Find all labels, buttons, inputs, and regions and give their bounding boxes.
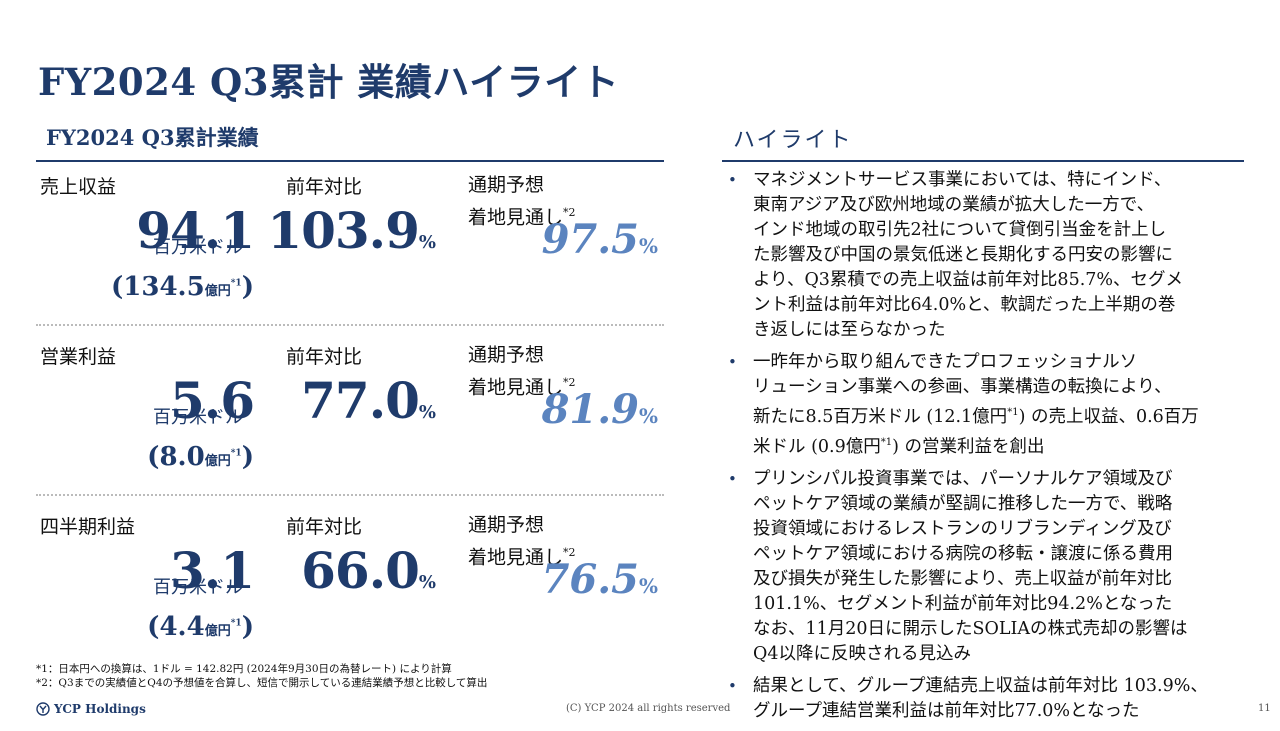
- highlight-item-principal-investment: • プリンシパル投資事業では、パーソナルケア領域及び ペットケア領域の業績が堅調に…: [728, 468, 1188, 664]
- yoy-label: 前年対比: [286, 346, 363, 368]
- bullet-marker: •: [728, 469, 737, 488]
- yoy-label: 前年対比: [286, 516, 363, 538]
- bullet-marker: •: [728, 353, 737, 371]
- company-logo: YCP Holdings: [36, 702, 146, 716]
- results-heading-rule: [36, 160, 664, 162]
- highlights-heading: ハイライト: [733, 128, 853, 153]
- metric-yen-value: (4.4億円*1): [147, 612, 254, 642]
- metric-label: 四半期利益: [40, 516, 136, 538]
- yoy-value: 77.0%: [301, 371, 436, 430]
- metric-value: 94.1: [136, 201, 255, 260]
- metric-revenue: 売上収益 94.1 百万米ドル (134.5億円*1) 前年対比 103.9% …: [36, 172, 664, 334]
- forecast-value: 81.9%: [541, 386, 658, 433]
- highlights-heading-rule: [722, 160, 1244, 162]
- forecast-value: 76.5%: [541, 556, 658, 603]
- highlights-list: • マネジメントサービス事業においては、特にインド、 東南アジア及び欧州地域の業績…: [728, 168, 1258, 731]
- highlight-item-group-results: • 結果として、グループ連結売上収益は前年対比 103.9%、 グループ連結営業利…: [728, 675, 1208, 721]
- forecast-label: 通期予想 着地見通し*2: [468, 514, 576, 569]
- metric-unit: 百万米ドル: [153, 237, 243, 258]
- metric-label: 営業利益: [40, 346, 117, 368]
- metric-value: 3.1: [170, 541, 255, 600]
- logo-text: YCP Holdings: [54, 702, 146, 716]
- metric-yen-value: (8.0億円*1): [147, 442, 254, 472]
- forecast-label: 通期予想 着地見通し*2: [468, 174, 576, 229]
- metric-operating-profit: 営業利益 5.6 百万米ドル (8.0億円*1) 前年対比 77.0% 通期予想…: [36, 342, 664, 504]
- footnote-forecast: *2：Q3までの実績値とQ4の予想値を合算し、短信で開示している連結業績予想と比…: [36, 677, 488, 689]
- metric-value: 5.6: [170, 371, 255, 430]
- bullet-marker: •: [728, 171, 737, 189]
- footnotes: *1：日本円への換算は、1ドル = 142.82円 (2024年9月30日の為替…: [36, 662, 487, 690]
- forecast-value: 97.5%: [541, 216, 658, 263]
- bullet-marker: •: [728, 676, 737, 695]
- footnote-exchange-rate: *1：日本円への換算は、1ドル = 142.82円 (2024年9月30日の為替…: [36, 663, 452, 675]
- ycp-logo-icon: [36, 702, 50, 716]
- page-number: 11: [1258, 703, 1271, 714]
- highlight-item-professional-solutions: • 一昨年から取り組んできたプロフェッショナルソ リューション事業への参画、事業構…: [728, 352, 1199, 457]
- metric-divider: [36, 324, 664, 326]
- page-title: FY2024 Q3累計 業績ハイライト: [38, 60, 620, 104]
- results-heading: FY2024 Q3累計業績: [46, 125, 259, 150]
- metric-divider: [36, 494, 664, 496]
- forecast-label: 通期予想 着地見通し*2: [468, 344, 576, 399]
- metric-label: 売上収益: [40, 176, 117, 198]
- metric-quarterly-profit: 四半期利益 3.1 百万米ドル (4.4億円*1) 前年対比 66.0% 通期予…: [36, 512, 664, 674]
- metric-unit: 百万米ドル: [153, 407, 243, 428]
- metric-yen-value: (134.5億円*1): [110, 272, 254, 302]
- yoy-value: 66.0%: [301, 541, 436, 600]
- yoy-label: 前年対比: [286, 176, 363, 198]
- metric-unit: 百万米ドル: [153, 577, 243, 598]
- highlight-item-management-services: • マネジメントサービス事業においては、特にインド、 東南アジア及び欧州地域の業績…: [728, 170, 1184, 340]
- copyright: (C) YCP 2024 all rights reserved: [566, 703, 731, 714]
- yoy-value: 103.9%: [267, 201, 436, 260]
